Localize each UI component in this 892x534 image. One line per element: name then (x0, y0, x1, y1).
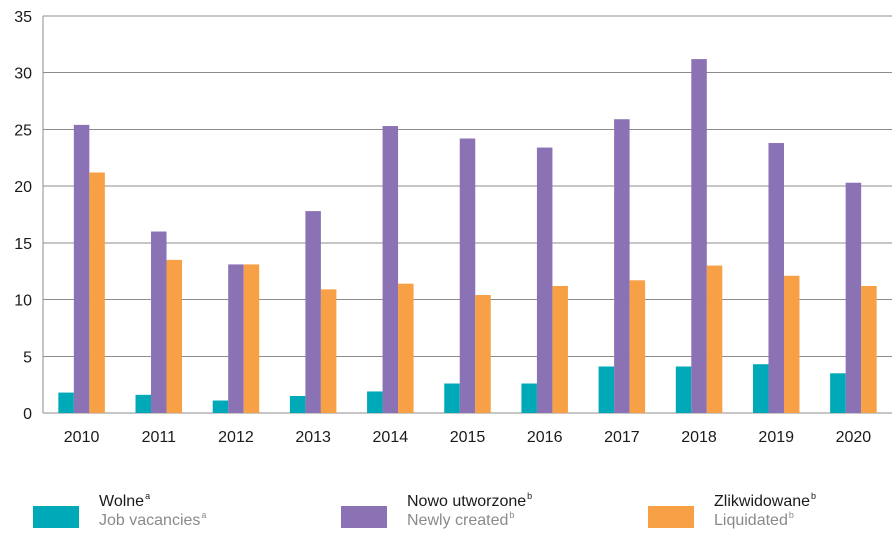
bar-job-vacancies-2010 (58, 392, 74, 413)
bar-job-vacancies-2019 (752, 364, 769, 413)
legend-footnote-mark: a (145, 491, 151, 501)
x-axis-tick-labels: 2010 2011 2012 2013 2014 2015 2016 2017 2018 2019… (64, 429, 872, 446)
x-tick-label-2014: 2014 (373, 429, 409, 446)
legend-footnote-mark: b (788, 510, 794, 520)
bar-newly-created-2011 (151, 231, 167, 413)
y-tick-label-25: 25 (14, 122, 32, 139)
y-tick-label-35: 35 (14, 9, 32, 26)
bar-job-vacancies-2011 (135, 394, 152, 413)
bar-liquidated-2010 (89, 172, 105, 413)
legend: Wolnea Job vacanciesa Nowo utworzoneb Ne… (0, 492, 892, 534)
legend-swatch-newly-created (341, 506, 387, 528)
bar-newly-created-2010 (73, 124, 90, 413)
bar-job-vacancies-2015 (444, 383, 460, 413)
y-tick-label-30: 30 (14, 66, 32, 83)
x-tick-label-2012: 2012 (218, 429, 254, 446)
legend-label-en: Liquidated (714, 512, 788, 529)
y-tick-label-10: 10 (14, 293, 32, 310)
legend-label-pl: Wolne (99, 493, 145, 510)
bar-job-vacancies-2016 (521, 383, 537, 413)
legend-footnote-mark: b (811, 491, 817, 501)
bar-newly-created-2012 (228, 264, 244, 413)
bar-liquidated-2013 (320, 289, 337, 413)
bar-newly-created-2015 (459, 138, 476, 413)
bar-liquidated-2011 (166, 259, 183, 413)
bar-newly-created-2019 (768, 143, 784, 414)
bar-liquidated-2014 (398, 283, 414, 413)
legend-footnote-mark: a (201, 510, 207, 520)
bar-liquidated-2018 (706, 265, 723, 413)
legend-label-en: Job vacancies (99, 512, 201, 529)
legend-label-en: Newly created (407, 512, 509, 529)
legend-label-job-vacancies: Wolnea Job vacanciesa (99, 492, 206, 530)
bar-job-vacancies-2013 (289, 395, 306, 413)
x-tick-label-2018: 2018 (681, 429, 717, 446)
y-tick-label-5: 5 (23, 349, 32, 366)
legend-label-pl: Zlikwidowane (714, 493, 811, 510)
bar-newly-created-2013 (305, 211, 321, 413)
x-tick-label-2013: 2013 (295, 429, 331, 446)
bar-liquidated-2017 (629, 280, 646, 413)
bar-job-vacancies-2012 (212, 400, 229, 413)
bar-liquidated-2015 (475, 295, 491, 413)
bar-newly-created-2020 (845, 182, 862, 413)
bar-liquidated-2012 (243, 264, 260, 413)
legend-swatch-job-vacancies (33, 506, 79, 528)
bar-liquidated-2016 (552, 285, 568, 413)
legend-label-pl: Nowo utworzone (407, 493, 527, 510)
bars (58, 59, 877, 414)
x-tick-label-2010: 2010 (64, 429, 100, 446)
legend-footnote-mark: b (527, 491, 533, 501)
x-tick-label-2017: 2017 (604, 429, 640, 446)
bar-newly-created-2014 (382, 126, 399, 413)
bar-newly-created-2016 (536, 147, 553, 413)
bar-newly-created-2017 (614, 119, 630, 413)
x-tick-label-2020: 2020 (836, 429, 872, 446)
legend-label-newly-created: Nowo utworzoneb Newly createdb (407, 492, 532, 530)
bar-liquidated-2019 (783, 275, 800, 413)
bar-job-vacancies-2018 (675, 366, 692, 413)
y-tick-label-15: 15 (14, 236, 32, 253)
legend-footnote-mark: b (509, 510, 515, 520)
legend-swatch-liquidated (648, 506, 694, 528)
x-tick-label-2011: 2011 (142, 429, 177, 446)
x-tick-label-2015: 2015 (450, 429, 486, 446)
bar-liquidated-2020 (861, 285, 877, 413)
y-tick-label-20: 20 (14, 179, 32, 196)
bar-job-vacancies-2014 (367, 391, 383, 413)
bar-newly-created-2018 (691, 59, 707, 413)
bar-job-vacancies-2017 (598, 366, 615, 413)
bar-job-vacancies-2020 (830, 373, 846, 413)
y-tick-label-0: 0 (23, 406, 32, 423)
x-tick-label-2016: 2016 (527, 429, 563, 446)
x-tick-label-2019: 2019 (758, 429, 794, 446)
y-axis-tick-labels: 0 5 10 15 20 25 30 35 (14, 9, 32, 423)
legend-label-liquidated: Zlikwidowaneb Liquidatedb (714, 492, 816, 530)
